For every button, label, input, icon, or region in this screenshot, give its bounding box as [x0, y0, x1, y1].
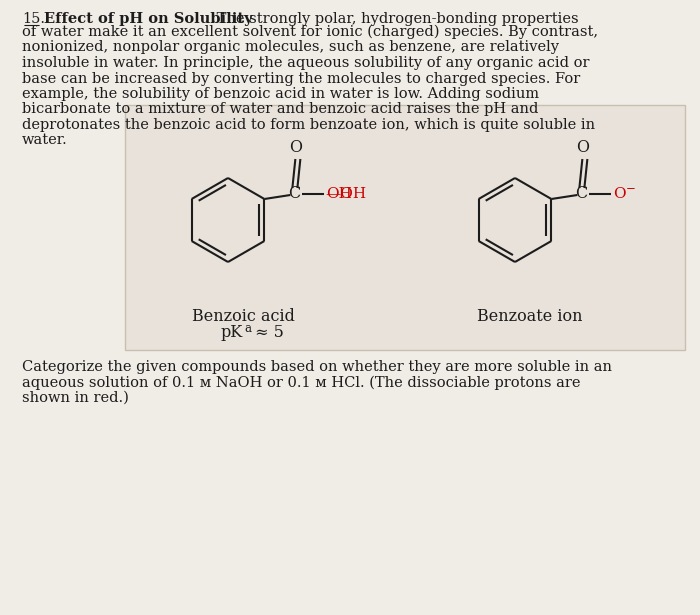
Text: Effect of pH on Solubility: Effect of pH on Solubility — [44, 12, 253, 26]
Text: The strongly polar, hydrogen-bonding properties: The strongly polar, hydrogen-bonding pro… — [212, 12, 579, 26]
Text: shown in red.): shown in red.) — [22, 391, 129, 405]
Text: O: O — [613, 187, 626, 201]
Text: a: a — [244, 322, 251, 335]
Text: −: − — [625, 181, 635, 194]
Text: C: C — [575, 186, 587, 202]
Text: OH: OH — [326, 187, 352, 201]
Text: insoluble in water. In principle, the aqueous solubility of any organic acid or: insoluble in water. In principle, the aq… — [22, 56, 589, 70]
FancyBboxPatch shape — [125, 105, 685, 350]
Text: 15.: 15. — [22, 12, 45, 26]
Text: Benzoate ion: Benzoate ion — [477, 308, 582, 325]
Text: O: O — [576, 139, 589, 156]
Text: O: O — [289, 139, 302, 156]
Text: Categorize the given compounds based on whether they are more soluble in an: Categorize the given compounds based on … — [22, 360, 612, 374]
Text: base can be increased by converting the molecules to charged species. For: base can be increased by converting the … — [22, 71, 580, 85]
Text: Benzoic acid: Benzoic acid — [192, 308, 295, 325]
Text: of water make it an excellent solvent for ionic (charged) species. By contrast,: of water make it an excellent solvent fo… — [22, 25, 598, 39]
Text: deprotonates the benzoic acid to form benzoate ion, which is quite soluble in: deprotonates the benzoic acid to form be… — [22, 118, 595, 132]
Text: —OH: —OH — [326, 187, 367, 201]
Text: nonionized, nonpolar organic molecules, such as benzene, are relatively: nonionized, nonpolar organic molecules, … — [22, 41, 559, 55]
Text: aqueous solution of 0.1 ᴍ NaOH or 0.1 ᴍ HCl. (The dissociable protons are: aqueous solution of 0.1 ᴍ NaOH or 0.1 ᴍ … — [22, 376, 580, 390]
Text: example, the solubility of benzoic acid in water is low. Adding sodium: example, the solubility of benzoic acid … — [22, 87, 539, 101]
Text: water.: water. — [22, 133, 68, 148]
Text: ≈ 5: ≈ 5 — [250, 324, 284, 341]
Text: C: C — [288, 186, 300, 202]
Text: bicarbonate to a mixture of water and benzoic acid raises the pH and: bicarbonate to a mixture of water and be… — [22, 103, 538, 116]
Text: pK: pK — [220, 324, 243, 341]
